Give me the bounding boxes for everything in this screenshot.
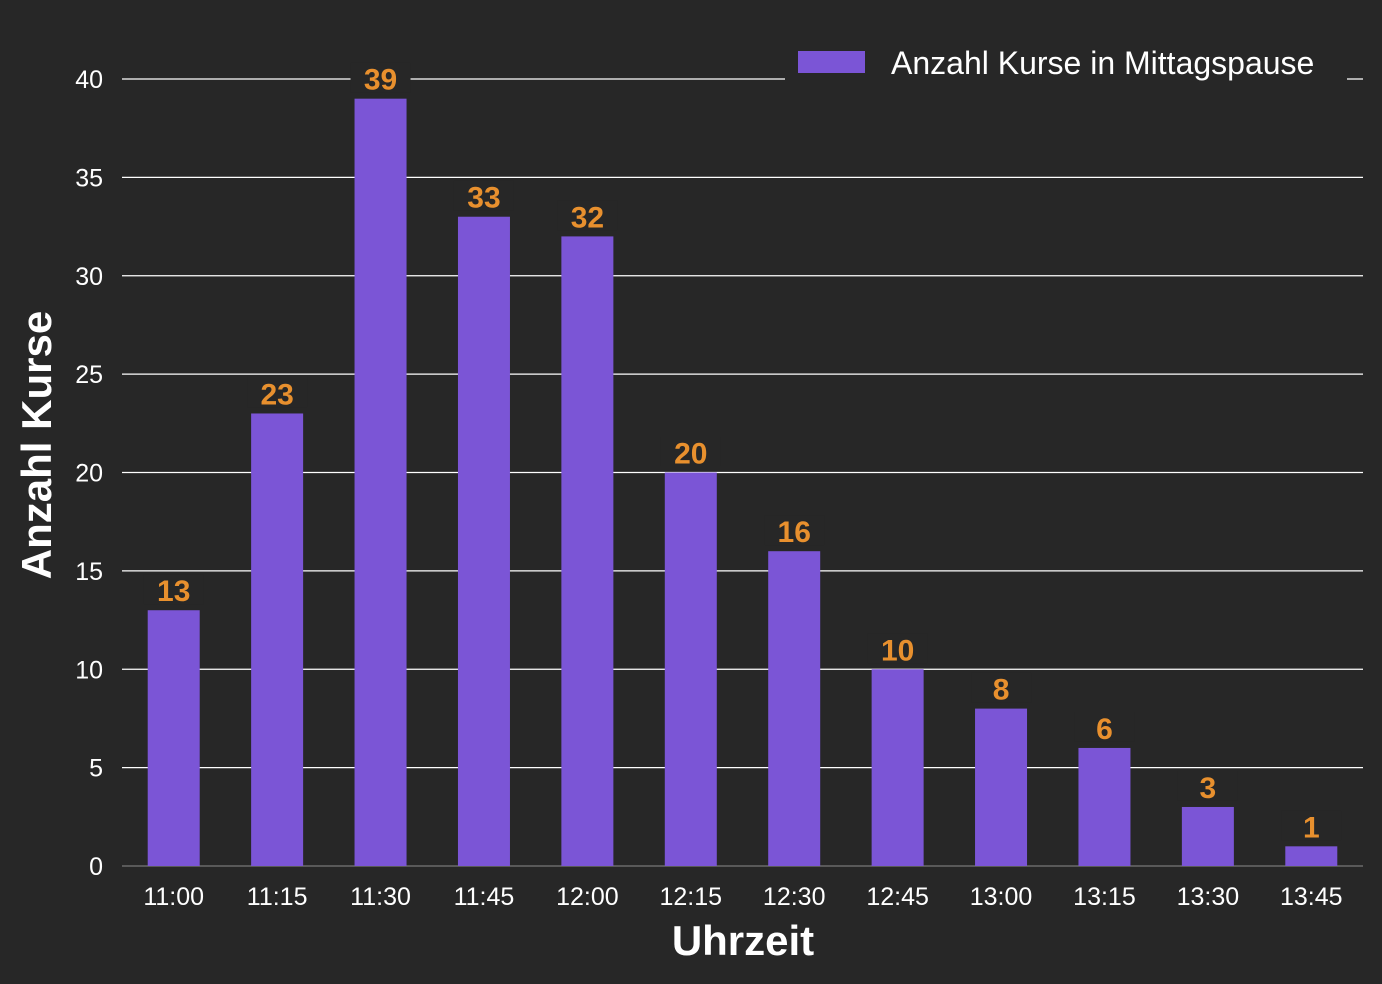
data-label: 10 [881,634,914,667]
data-label: 16 [778,516,811,549]
bar [1285,846,1338,866]
y-tick-label: 25 [75,361,103,389]
y-tick-label: 35 [75,164,103,192]
data-label-background [247,377,308,408]
data-label: 39 [364,64,397,97]
data-label: 8 [993,674,1010,707]
data-label-background [764,515,825,546]
data-label-background [143,574,204,605]
y-tick-labels: 0 5 10 15 20 25 30 35 40 [75,66,103,881]
data-label-background [660,436,721,467]
x-tick-label: 11:00 [143,883,204,911]
bar [768,551,821,866]
bar [457,216,510,867]
data-label-background [1281,810,1342,841]
bar [147,610,200,866]
bars [147,98,1338,867]
bar [561,236,614,866]
legend-swatch [798,51,865,73]
x-tick-label: 13:45 [1280,883,1343,911]
data-label-background [1074,711,1135,742]
y-tick-label: 5 [89,755,103,783]
x-tick-label: 13:00 [970,883,1033,911]
y-tick-label: 10 [75,656,103,684]
x-tick-label: 12:45 [866,883,929,911]
y-tick-label: 15 [75,558,103,586]
y-tick-label: 0 [89,853,103,881]
data-label: 20 [674,438,707,471]
x-tick-label: 12:15 [660,883,723,911]
y-tick-label: 40 [75,66,103,94]
data-label: 23 [260,378,293,411]
x-tick-label: 11:30 [350,883,411,911]
data-label: 32 [571,201,604,234]
data-label-background [557,200,618,231]
bar [871,669,924,866]
x-tick-label: 11:15 [247,883,308,911]
data-label-background [971,672,1032,703]
x-tick-label: 12:30 [763,883,826,911]
x-tick-label: 11:45 [454,883,515,911]
data-label: 1 [1303,811,1320,844]
data-label-background [1177,770,1238,801]
data-label: 33 [467,182,500,215]
bar [664,472,717,866]
x-tick-label: 12:00 [556,883,619,911]
legend: Anzahl Kurse in Mittagspause [785,40,1347,92]
bar [1181,806,1234,866]
data-label: 6 [1096,713,1113,746]
bar [251,413,304,866]
data-label-background [350,62,411,93]
data-label: 3 [1200,772,1217,805]
data-label: 13 [157,575,190,608]
bar [975,708,1028,866]
y-tick-label: 30 [75,263,103,291]
data-label-background [867,633,928,664]
legend-label: Anzahl Kurse in Mittagspause [891,45,1314,81]
gridlines [122,78,1363,867]
bar [1078,747,1131,866]
x-axis-title: Uhrzeit [672,917,814,964]
data-label-background [453,180,514,211]
x-tick-label: 13:15 [1073,883,1136,911]
y-tick-label: 20 [75,460,103,488]
y-axis-title: Anzahl Kurse [13,311,60,579]
legend-background [785,40,1347,92]
bar [354,98,407,867]
x-tick-label: 13:30 [1177,883,1240,911]
x-tick-labels: 11:00 11:15 11:30 11:45 12:00 12:15 12:30 12:45… [143,883,1342,911]
data-labels: 13 23 39 33 32 20 16 10 8 6 3 1 [143,62,1342,844]
